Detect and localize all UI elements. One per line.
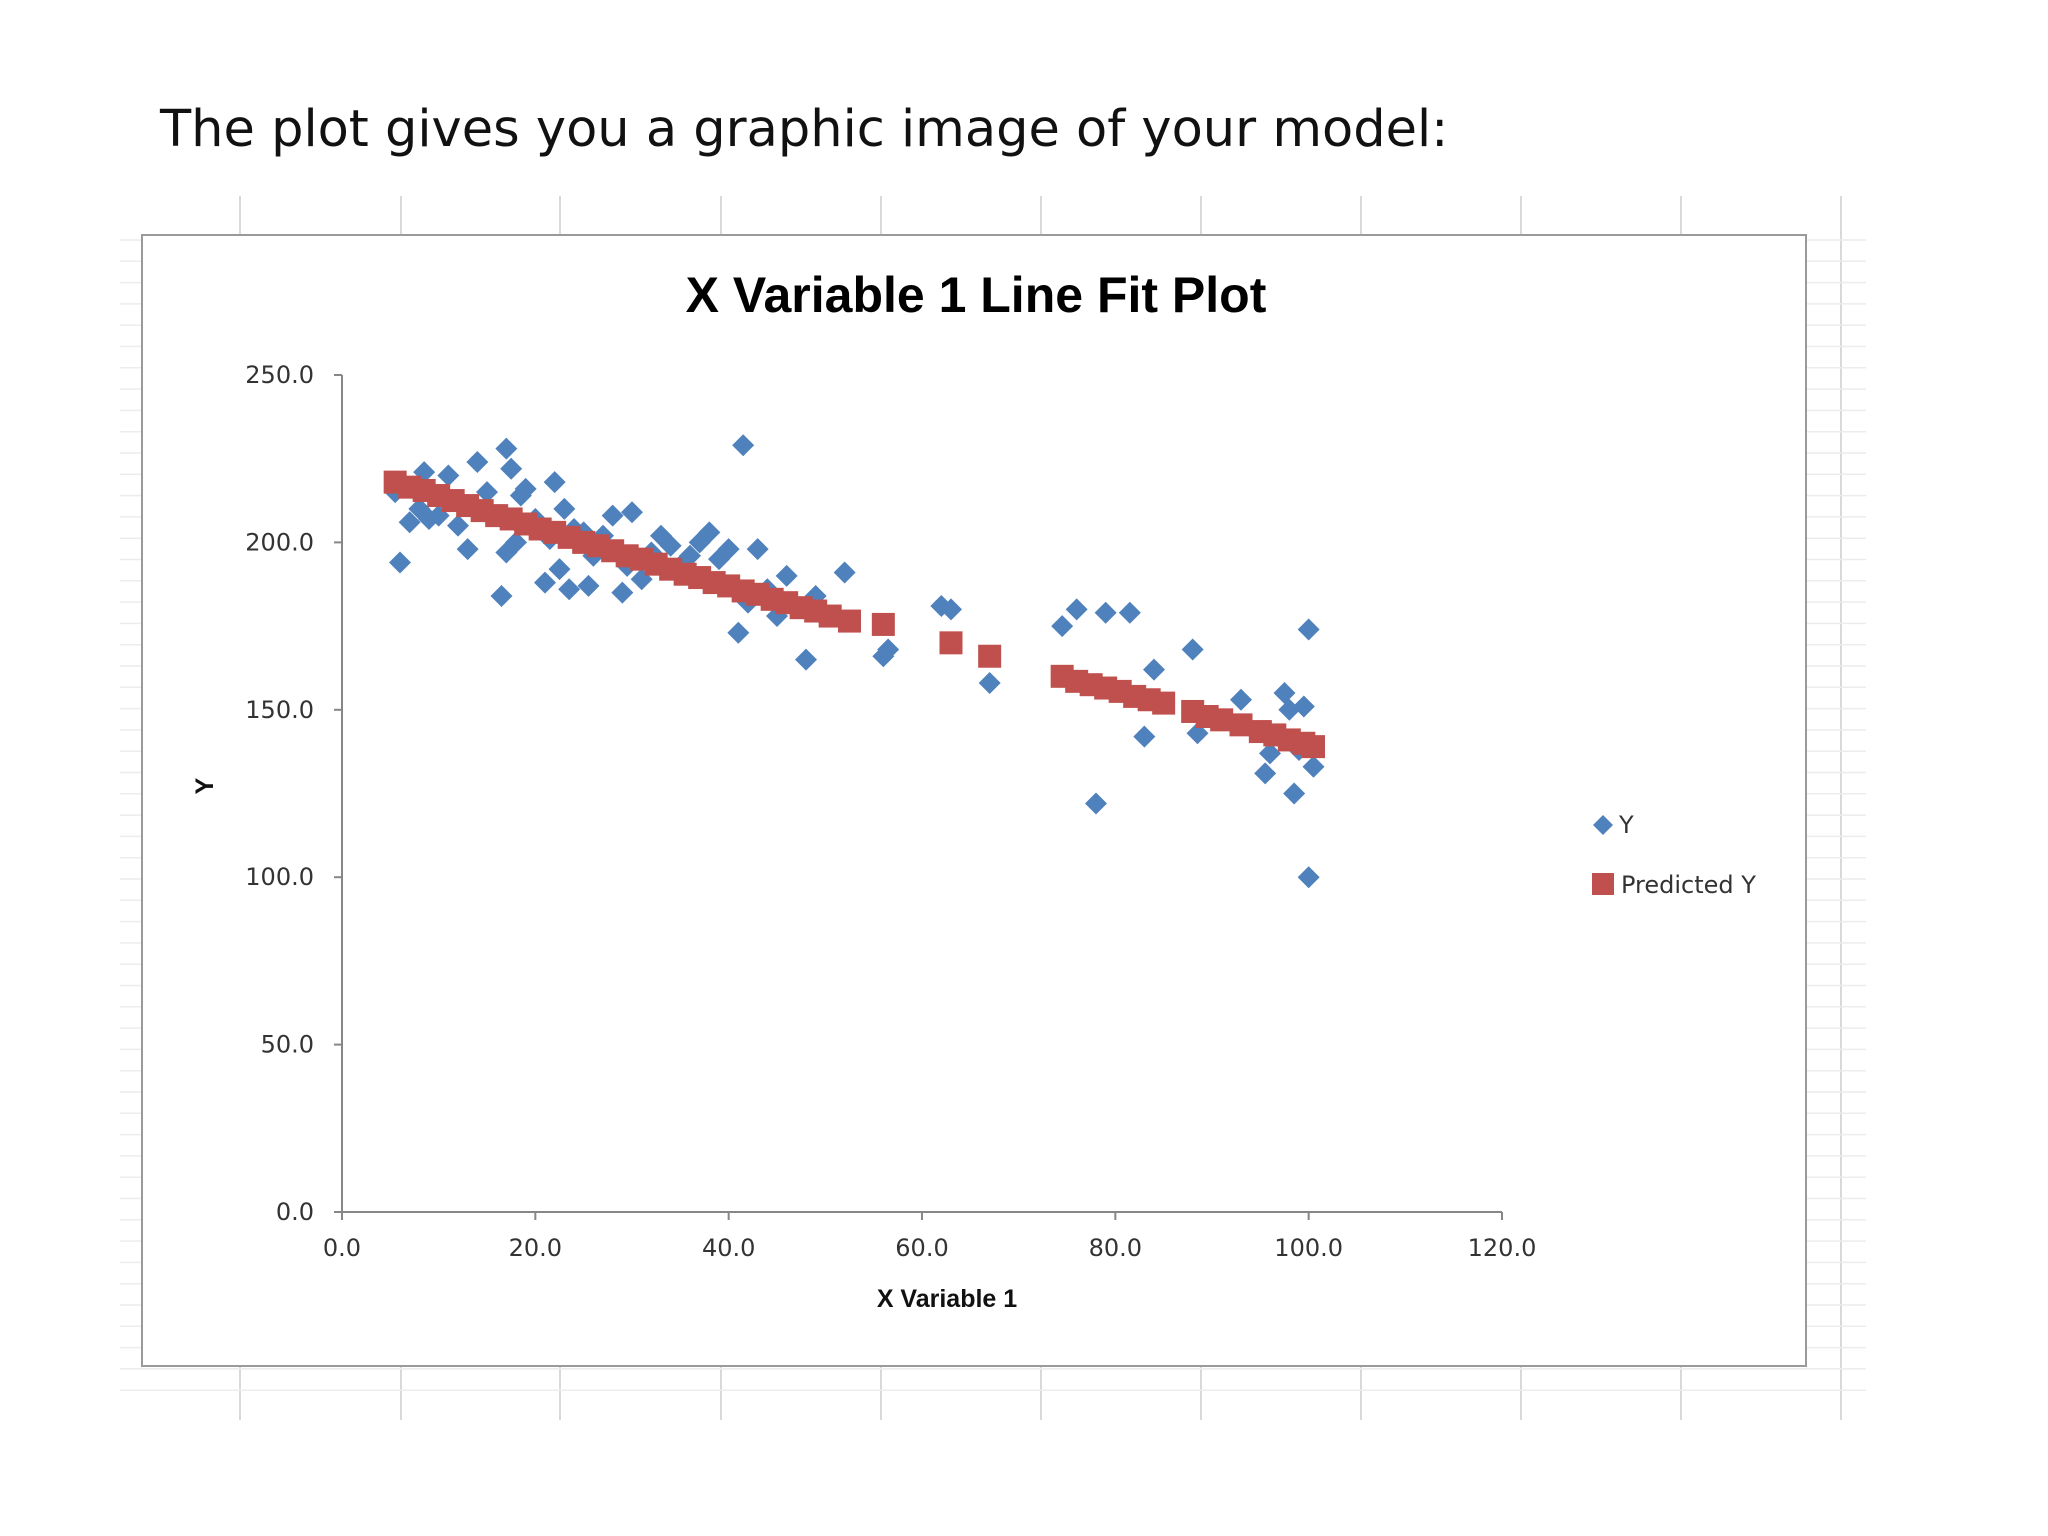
y-data-point (1297, 866, 1320, 889)
y-data-point (1273, 682, 1296, 705)
y-data-point (804, 584, 827, 607)
y-tick-label: 250.0 (245, 361, 314, 389)
y-data-point (553, 497, 576, 520)
y-data-point (548, 558, 571, 581)
x-axis-ticks: 0.0 20.0 40.0 60.0 80.0 100.0 120.0 (323, 1212, 1536, 1262)
y-data-point (1292, 695, 1315, 718)
y-data-point (495, 541, 518, 564)
y-axis-title: Y (191, 777, 219, 794)
y-data-point (466, 451, 489, 474)
y-data-point (534, 571, 556, 594)
y-data-point (408, 497, 431, 520)
chart-legend[interactable]: Y Predicted Y (1592, 811, 1756, 899)
line-fit-plot: X Variable 1 Line Fit Plot 0.0 50.0 100.0 1… (191, 267, 1756, 1313)
y-data-point (456, 538, 479, 561)
x-tick-label: 120.0 (1468, 1234, 1537, 1262)
y-data-point (717, 538, 740, 561)
predicted-y-point (871, 612, 895, 636)
y-data-point (558, 578, 581, 601)
predicted-y-point (939, 631, 963, 655)
y-data-point (727, 621, 750, 644)
y-data-point (1254, 762, 1277, 785)
y-data-point (611, 581, 634, 604)
y-data-point (1085, 792, 1107, 815)
y-tick-label: 50.0 (261, 1031, 314, 1059)
y-data-point (1051, 615, 1074, 638)
chart-area[interactable]: X Variable 1 Line Fit Plot 0.0 50.0 100.0 1… (141, 234, 1807, 1367)
predicted-y-point (1302, 735, 1325, 759)
y-data-point (679, 544, 701, 567)
y-data-point (833, 561, 856, 584)
y-tick-label: 200.0 (245, 528, 314, 556)
y-data-point (1259, 742, 1281, 765)
legend-diamond-marker (1593, 815, 1613, 835)
y-data-point (1143, 658, 1165, 681)
y-data-point (775, 564, 798, 587)
legend-label-predicted-y: Predicted Y (1621, 871, 1756, 899)
predicted-y-point (1210, 708, 1234, 732)
y-data-point (732, 434, 755, 457)
predicted-y-point (1229, 713, 1253, 737)
y-data-point (514, 477, 537, 500)
y-data-point (659, 534, 682, 557)
y-data-point (389, 551, 411, 574)
y-data-point (601, 504, 624, 527)
y-tick-label: 150.0 (245, 696, 314, 724)
y-data-point (1278, 698, 1301, 721)
y-data-point (621, 501, 643, 524)
legend-label-y: Y (1618, 811, 1634, 839)
predicted-y-point (838, 609, 861, 633)
x-tick-label: 20.0 (509, 1234, 562, 1262)
y-data-point (500, 457, 523, 480)
y-data-point (698, 521, 721, 544)
y-data-point (398, 511, 421, 534)
series-predicted-y-points (383, 470, 1325, 759)
y-data-point (437, 464, 460, 487)
y-data-point (1302, 755, 1325, 778)
predicted-y-point (978, 644, 1002, 668)
y-data-point (940, 598, 962, 621)
y-data-point (1297, 618, 1320, 641)
y-data-point (978, 672, 1001, 695)
y-data-point (490, 584, 513, 607)
y-data-point (1181, 638, 1204, 661)
y-data-point (509, 484, 532, 507)
y-tick-label: 0.0 (276, 1198, 314, 1226)
y-data-point (795, 648, 817, 671)
y-data-point (577, 574, 600, 597)
x-tick-label: 60.0 (895, 1234, 948, 1262)
y-data-point (476, 481, 498, 504)
y-data-point (505, 531, 527, 554)
legend-item-y[interactable]: Y (1593, 811, 1634, 839)
x-axis-title: X Variable 1 (877, 1285, 1017, 1313)
x-tick-label: 0.0 (323, 1234, 361, 1262)
y-data-point (447, 514, 469, 537)
y-data-point (543, 471, 566, 494)
y-tick-label: 100.0 (245, 863, 314, 891)
chart-title: X Variable 1 Line Fit Plot (686, 267, 1267, 323)
y-data-point (1283, 782, 1306, 805)
series-y-points (384, 434, 1325, 889)
x-tick-label: 40.0 (702, 1234, 755, 1262)
y-axis-ticks: 0.0 50.0 100.0 150.0 200.0 250.0 (245, 361, 342, 1226)
predicted-y-point (818, 604, 842, 628)
y-data-point (1230, 688, 1252, 711)
y-data-point (1133, 725, 1156, 748)
y-data-point (877, 638, 900, 661)
y-data-point (1186, 722, 1209, 745)
page-heading: The plot gives you a graphic image of yo… (160, 100, 1449, 159)
legend-square-marker (1592, 873, 1614, 895)
legend-item-predicted-y[interactable]: Predicted Y (1592, 871, 1756, 899)
y-data-point (1065, 598, 1088, 621)
x-tick-label: 80.0 (1089, 1234, 1142, 1262)
x-tick-label: 100.0 (1274, 1234, 1343, 1262)
predicted-y-point (1152, 691, 1176, 715)
y-data-point (1094, 601, 1117, 624)
y-data-point (1118, 601, 1141, 624)
y-data-point (746, 538, 769, 561)
y-data-point (495, 437, 518, 460)
